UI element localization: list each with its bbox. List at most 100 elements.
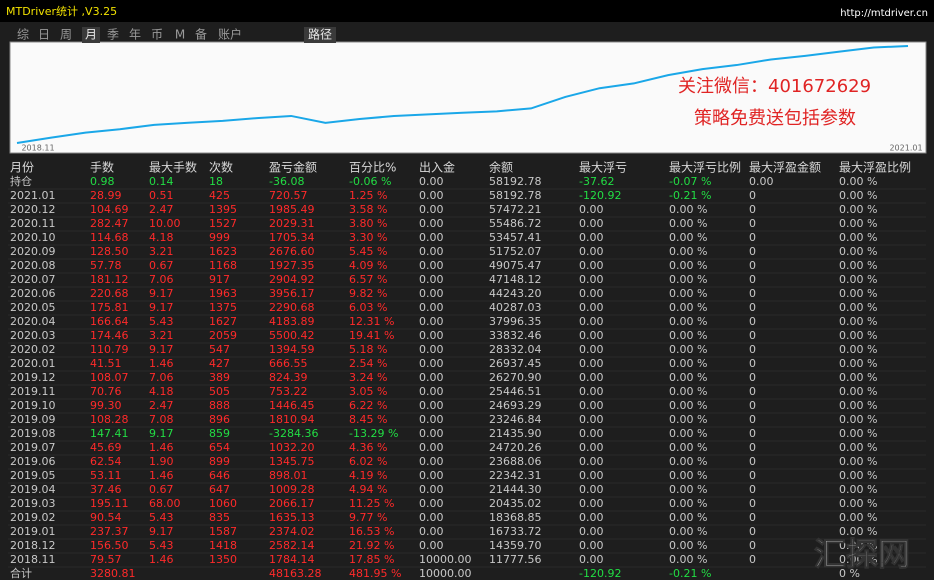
table-cell: 10000.00 — [419, 553, 472, 566]
table-cell: 0.00 % — [839, 539, 877, 552]
table-cell: 0.00 — [419, 427, 444, 440]
table-cell: 0.00 — [579, 483, 604, 496]
table-cell: 2290.68 — [269, 301, 315, 314]
table-cell: 0.00 % — [669, 329, 707, 342]
table-cell: 57.78 — [90, 259, 122, 272]
table-cell: 0.00 % — [839, 525, 877, 538]
table-cell: 1705.34 — [269, 231, 315, 244]
table-cell: 898.01 — [269, 469, 308, 482]
table-cell: 888 — [209, 399, 230, 412]
table-cell: 0.00 % — [669, 469, 707, 482]
table-cell: -0.21 % — [669, 567, 711, 580]
table-cell: 0 — [749, 427, 756, 440]
table-cell: -0.21 % — [669, 189, 711, 202]
table-cell: 282.47 — [90, 217, 129, 230]
table-cell: 1810.94 — [269, 413, 315, 426]
equity-line — [16, 45, 909, 144]
table-cell: 1168 — [209, 259, 237, 272]
table-cell: 0.00 % — [839, 315, 877, 328]
table-cell: 0.00 % — [839, 231, 877, 244]
table-cell: 3956.17 — [269, 287, 315, 300]
table-cell: -13.29 % — [349, 427, 398, 440]
table-cell: 108.28 — [90, 413, 129, 426]
chart-start-label: 2018.11 — [21, 144, 54, 153]
tab[interactable]: 月 — [85, 28, 97, 42]
table-cell: 0.00 % — [669, 497, 707, 510]
tab[interactable]: 备 — [195, 28, 207, 42]
table-cell: 5.43 — [149, 315, 174, 328]
table-cell: 0.00 — [579, 315, 604, 328]
tab[interactable]: 日 — [38, 28, 50, 42]
tab[interactable]: 账户 — [218, 27, 242, 42]
table-cell: 1587 — [209, 525, 237, 538]
table-cell: 2019.03 — [10, 497, 56, 510]
table-cell: 835 — [209, 511, 230, 524]
table-cell: 1.46 — [149, 441, 174, 454]
table-cell: 48163.28 — [269, 567, 322, 580]
tab[interactable]: 综 — [17, 28, 29, 42]
tab[interactable]: M — [175, 28, 185, 42]
table-cell: 0.00 — [579, 469, 604, 482]
table-cell: 0.51 — [149, 189, 174, 202]
table-cell: 0 — [749, 231, 756, 244]
table-cell: 17.85 % — [349, 553, 394, 566]
table-cell: 0.00 — [419, 357, 444, 370]
path-tab[interactable]: 路径 — [308, 27, 332, 42]
tab[interactable]: 季 — [107, 28, 119, 42]
equity-chart — [9, 41, 927, 154]
table-cell: 44243.20 — [489, 287, 542, 300]
table-cell: 0.00 — [419, 399, 444, 412]
table-cell: 896 — [209, 413, 230, 426]
tab[interactable]: 周 — [60, 28, 72, 42]
table-cell: 0 — [749, 371, 756, 384]
table-cell: 23688.06 — [489, 455, 542, 468]
table-cell: 2018.12 — [10, 539, 56, 552]
table-cell: 1375 — [209, 301, 237, 314]
table-cell: 33832.46 — [489, 329, 542, 342]
site-url[interactable]: http://mtdriver.cn — [840, 8, 928, 19]
tab-highlight — [304, 27, 336, 43]
table-cell: 2374.02 — [269, 525, 315, 538]
table-cell: 0.00 % — [669, 483, 707, 496]
table-cell: 4.18 — [149, 385, 174, 398]
table-cell: 0.00 % — [669, 441, 707, 454]
table-cell: 0.00 % — [669, 539, 707, 552]
table-cell: 1784.14 — [269, 553, 315, 566]
table-cell: 1060 — [209, 497, 237, 510]
table-cell: 0.00 % — [669, 511, 707, 524]
tab[interactable]: 年 — [129, 28, 141, 42]
table-cell: 5.43 — [149, 539, 174, 552]
table-cell: 0.00 — [419, 245, 444, 258]
table-cell: 2020.03 — [10, 329, 56, 342]
table-cell: 1927.35 — [269, 259, 315, 272]
table-cell: 0.00 — [579, 343, 604, 356]
column-header: 最大浮盈比例 — [839, 161, 911, 175]
table-cell: 0 — [749, 329, 756, 342]
table-cell: 0.00 — [579, 413, 604, 426]
table-cell: 0.00 — [579, 399, 604, 412]
table-cell: 3.21 — [149, 329, 174, 342]
tab[interactable]: 币 — [151, 28, 163, 42]
table-cell: 0.00 — [579, 203, 604, 216]
table-cell: 108.07 — [90, 371, 129, 384]
table-cell: 166.64 — [90, 315, 129, 328]
table-cell: 0 — [749, 539, 756, 552]
table-cell: 0.00 % — [669, 553, 707, 566]
table-cell: 753.22 — [269, 385, 308, 398]
table-cell: 0 — [749, 189, 756, 202]
column-header: 手数 — [90, 160, 114, 175]
table-cell: 0.00 % — [839, 301, 877, 314]
table-cell: 0.00 % — [839, 441, 877, 454]
table-cell: 2066.17 — [269, 497, 315, 510]
table-cell: 547 — [209, 343, 230, 356]
table-cell: 0.00 — [419, 483, 444, 496]
table-cell: 427 — [209, 357, 230, 370]
table-cell: 128.50 — [90, 245, 129, 258]
column-header: 百分比% — [349, 161, 396, 175]
table-cell: 0.00 — [419, 441, 444, 454]
table-cell: 7.08 — [149, 413, 174, 426]
table-cell: 0.00 % — [669, 413, 707, 426]
table-cell: 0.00 — [419, 469, 444, 482]
table-cell: 37996.35 — [489, 315, 542, 328]
table-cell: 0 — [749, 245, 756, 258]
